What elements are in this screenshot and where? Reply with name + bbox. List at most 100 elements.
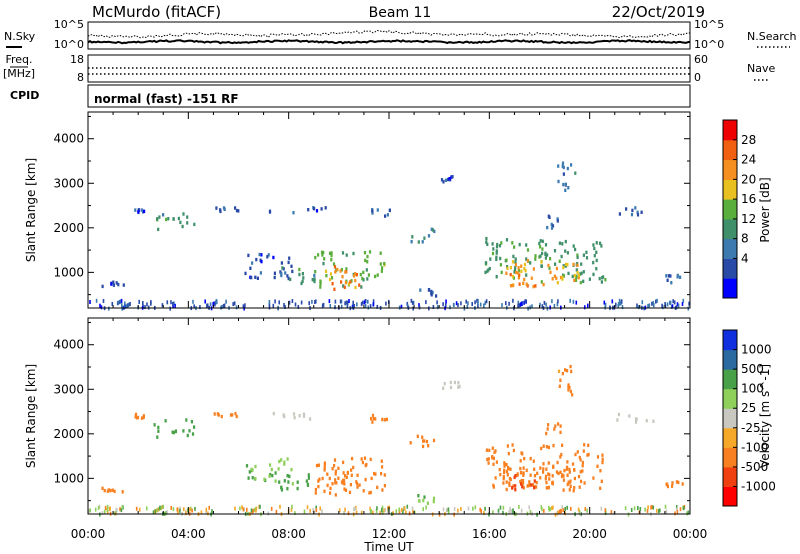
- scatter-cell: [235, 305, 238, 310]
- scatter-cell: [290, 507, 293, 512]
- data-cell: [156, 217, 159, 221]
- station-title: McMurdo (fitACF): [92, 3, 221, 21]
- data-cell: [503, 468, 506, 472]
- data-cell: [488, 448, 491, 453]
- data-cell: [301, 279, 304, 284]
- scatter-cell: [291, 504, 293, 509]
- data-cell: [101, 284, 104, 289]
- scatter-cell: [630, 508, 633, 512]
- data-cell: [520, 264, 523, 268]
- scatter-cell: [656, 298, 658, 303]
- scatter-cell: [124, 301, 126, 306]
- scatter-cell: [512, 510, 514, 515]
- data-cell: [343, 482, 346, 486]
- scatter-cell: [321, 303, 324, 308]
- scatter-cell: [584, 507, 587, 511]
- data-cell: [514, 263, 517, 267]
- data-cell: [562, 165, 565, 170]
- data-cell: [556, 281, 559, 285]
- data-cell: [363, 456, 367, 460]
- data-cell: [247, 253, 250, 258]
- scatter-cell: [234, 506, 236, 511]
- data-cell: [458, 384, 461, 389]
- scatter-cell: [508, 510, 510, 515]
- data-cell: [217, 413, 220, 417]
- data-cell: [322, 261, 325, 266]
- data-cell: [628, 414, 631, 418]
- data-cell: [269, 463, 272, 467]
- data-cell: [522, 481, 525, 485]
- scatter-cell: [545, 302, 547, 307]
- scatter-cell: [502, 505, 505, 510]
- scatter-cell: [570, 506, 572, 511]
- scatter-cell: [340, 304, 343, 309]
- scatter-cell: [367, 299, 369, 304]
- data-cell: [495, 255, 498, 259]
- scatter-cell: [671, 304, 674, 309]
- data-cell: [547, 485, 550, 490]
- scatter-cell: [541, 507, 543, 512]
- data-cell: [579, 458, 582, 462]
- scatter-cell: [551, 299, 553, 304]
- data-cell: [354, 278, 357, 283]
- scatter-cell: [209, 302, 212, 307]
- scatter-cell: [658, 509, 660, 513]
- data-cell: [351, 456, 354, 461]
- data-cell: [427, 444, 430, 448]
- scatter-cell: [154, 509, 157, 514]
- data-cell: [287, 480, 290, 484]
- data-cell: [533, 474, 537, 478]
- data-cell: [112, 280, 115, 284]
- data-cell: [601, 460, 604, 465]
- data-cell: [559, 424, 562, 428]
- scatter-cell: [288, 300, 291, 305]
- data-cell: [315, 463, 319, 468]
- data-cell: [111, 488, 114, 492]
- colorbar-cell: [723, 218, 737, 240]
- data-cell: [164, 419, 167, 423]
- scatter-cell: [104, 505, 107, 510]
- scatter-cell: [476, 298, 478, 303]
- data-cell: [364, 477, 367, 482]
- scatter-cell: [208, 505, 210, 510]
- data-cell: [190, 420, 193, 424]
- data-cell: [134, 412, 138, 417]
- colorbar-cell: [723, 278, 737, 299]
- data-cell: [371, 209, 374, 213]
- scatter-cell: [364, 299, 367, 303]
- data-cell: [324, 206, 327, 210]
- data-cell: [376, 273, 379, 277]
- scatter-cell: [225, 299, 227, 304]
- data-cell: [587, 452, 590, 457]
- data-cell: [539, 239, 542, 243]
- scatter-cell: [687, 510, 690, 515]
- data-cell: [366, 254, 369, 259]
- data-cell: [509, 272, 512, 277]
- data-cell: [274, 479, 277, 483]
- scatter-cell: [215, 298, 218, 303]
- colorbar-tick-label: -100: [741, 440, 768, 454]
- scatter-cell: [166, 300, 169, 305]
- x-tick-label: 04:00: [171, 527, 206, 541]
- scatter-cell: [338, 508, 341, 513]
- data-cell: [426, 501, 429, 505]
- data-cell: [330, 276, 334, 280]
- colorbar-tick-label: 16: [741, 192, 756, 206]
- scatter-cell: [641, 300, 644, 305]
- data-cell: [352, 251, 355, 256]
- data-cell: [550, 222, 553, 227]
- data-cell: [512, 283, 515, 288]
- data-cell: [449, 380, 452, 385]
- data-cell: [529, 261, 532, 265]
- data-cell: [158, 215, 161, 219]
- data-cell: [373, 471, 376, 476]
- scatter-cell: [647, 505, 649, 510]
- data-cell: [494, 476, 497, 480]
- scatter-cell: [254, 507, 256, 512]
- data-cell: [507, 451, 510, 456]
- scatter-cell: [546, 306, 549, 311]
- data-cell: [634, 420, 638, 424]
- data-cell: [585, 250, 588, 255]
- data-cell: [186, 221, 189, 225]
- scatter-cell: [604, 511, 607, 515]
